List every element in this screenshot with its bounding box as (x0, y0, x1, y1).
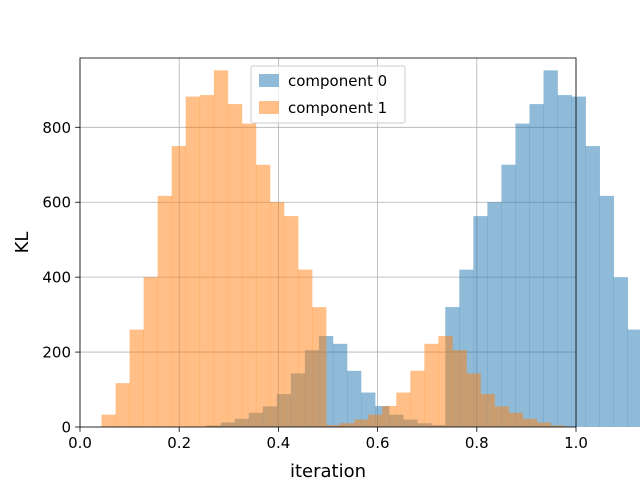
series-1-bars (101, 70, 566, 428)
y-axis-label: KL (12, 232, 33, 254)
x-tick-label: 0.6 (366, 434, 390, 452)
histogram-bar (452, 350, 467, 427)
x-axis-label: iteration (290, 461, 366, 480)
histogram-bar (501, 164, 516, 428)
legend-box (250, 65, 406, 124)
histogram-bar (227, 104, 243, 427)
histogram-bar (354, 419, 369, 427)
histogram-bar (241, 123, 257, 427)
y-tick-label: 400 (42, 269, 71, 287)
histogram-bar (269, 202, 285, 427)
legend-label-1: component 1 (288, 99, 387, 117)
histogram-bar (255, 164, 271, 428)
axes-frame (79, 57, 577, 428)
y-tick-label: 600 (42, 194, 71, 212)
histogram-bar (543, 70, 558, 428)
histogram-bar (466, 373, 481, 427)
histogram-bar (382, 406, 397, 427)
legend: component 0 component 1 (250, 65, 406, 124)
histogram-bar (599, 195, 614, 427)
histogram-bar (536, 422, 552, 427)
y-tick-label: 200 (42, 344, 71, 362)
histogram-bar (332, 343, 348, 427)
histogram-bar (284, 216, 299, 427)
histogram-bar (312, 307, 327, 427)
histogram-bar (171, 146, 187, 428)
histogram-bar (627, 329, 640, 427)
histogram-bar (410, 370, 425, 427)
histogram-bar (613, 277, 629, 427)
histogram-bar (571, 96, 586, 427)
histogram-bar (298, 269, 313, 427)
histogram-bar (115, 383, 130, 427)
histogram-bar (557, 95, 572, 427)
histogram-bar (157, 195, 173, 427)
histogram-bar (424, 343, 439, 427)
histogram-bar (346, 370, 362, 427)
histogram-bar (585, 146, 600, 428)
histogram-bar (522, 418, 537, 427)
histogram-bar (368, 414, 383, 427)
bars-layer (101, 70, 640, 428)
histogram-bar (438, 335, 453, 427)
histogram-bar (340, 423, 355, 427)
histogram-bar (213, 70, 229, 428)
x-tick-label: 0.2 (167, 434, 191, 452)
histogram-bar (199, 95, 215, 427)
y-tick-label: 800 (42, 119, 71, 137)
histogram-bar (508, 412, 523, 427)
histogram-bar (487, 202, 502, 427)
histogram-bar (185, 96, 201, 427)
x-tick-label: 0.8 (465, 434, 489, 452)
x-tick-label: 0.4 (266, 434, 290, 452)
histogram-bar (326, 425, 341, 427)
x-tick-label: 0.0 (68, 434, 92, 452)
histogram-bar (143, 277, 158, 427)
legend-label-0: component 0 (288, 72, 387, 90)
histogram-bar (515, 123, 530, 427)
y-tick-label: 0 (61, 419, 71, 437)
histogram-bar (129, 329, 144, 427)
x-tick-label: 1.0 (564, 434, 588, 452)
histogram-bar (480, 394, 495, 427)
histogram-bar (494, 406, 509, 427)
histogram-bar (529, 104, 544, 427)
legend-swatch-0 (259, 74, 279, 87)
histogram-bar (550, 425, 566, 427)
histogram-bar (101, 414, 116, 427)
axes-layer: 0.0 0.2 0.4 0.6 0.8 1.0 0 200 400 600 800 iteration… (12, 57, 588, 482)
legend-swatch-1 (259, 101, 279, 114)
histogram-bar (396, 392, 411, 427)
